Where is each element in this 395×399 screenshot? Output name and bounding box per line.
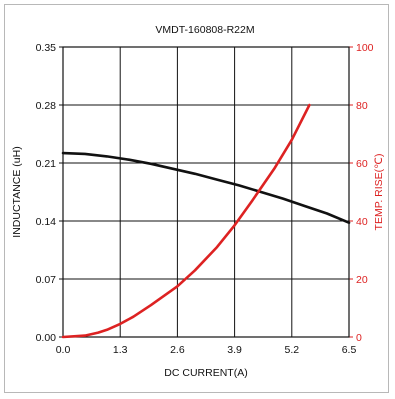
y-right-tick-label: 60 xyxy=(356,158,368,170)
y-right-tick-label: 20 xyxy=(356,274,368,286)
y-left-tick-label: 0.14 xyxy=(36,216,57,228)
y-right-tick-label: 100 xyxy=(356,42,374,54)
x-tick-labels: 0.0 1.3 2.6 3.9 5.2 6.5 xyxy=(56,344,357,356)
chart-title: VMDT-160808-R22M xyxy=(155,24,254,36)
y-axis-left-label: INDUCTANCE (uH) xyxy=(11,146,23,237)
x-tick-label: 1.3 xyxy=(113,344,128,356)
x-tick-label: 6.5 xyxy=(342,344,357,356)
y-left-tick-label: 0.28 xyxy=(36,100,57,112)
x-axis-label: DC CURRENT(A) xyxy=(164,367,247,379)
y-right-tick-labels: 0 20 40 60 80 100 xyxy=(356,42,374,344)
x-tick-label: 2.6 xyxy=(170,344,185,356)
y-right-tick-label: 0 xyxy=(356,332,362,344)
x-tick-label: 3.9 xyxy=(227,344,242,356)
y-axis-right-label: TEMP. RISE(℃) xyxy=(373,154,385,231)
y-right-tick-label: 80 xyxy=(356,100,368,112)
grid xyxy=(59,46,353,338)
x-tick-label: 5.2 xyxy=(284,344,299,356)
x-tick-label: 0.0 xyxy=(56,344,71,356)
series-layer xyxy=(61,103,351,339)
y-right-tick-label: 40 xyxy=(356,216,368,228)
temp-rise-series-line xyxy=(61,103,311,339)
inductance-series-line xyxy=(61,151,351,224)
y-left-tick-labels: 0.00 0.07 0.14 0.21 0.28 0.35 xyxy=(36,42,57,344)
y-left-tick-label: 0.07 xyxy=(36,274,57,286)
plot-area-border xyxy=(62,46,350,338)
y-left-tick-label: 0.21 xyxy=(36,158,57,170)
y-left-tick-label: 0.00 xyxy=(36,332,57,344)
y-left-tick-label: 0.35 xyxy=(36,42,57,54)
chart-frame xyxy=(4,4,389,393)
